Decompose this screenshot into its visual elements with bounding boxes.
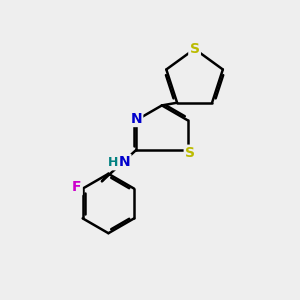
Text: S: S [190,42,200,56]
Text: H: H [108,156,118,169]
Text: S: S [185,146,195,160]
Text: F: F [72,180,82,194]
Text: N: N [130,112,142,126]
Text: N: N [118,155,130,169]
